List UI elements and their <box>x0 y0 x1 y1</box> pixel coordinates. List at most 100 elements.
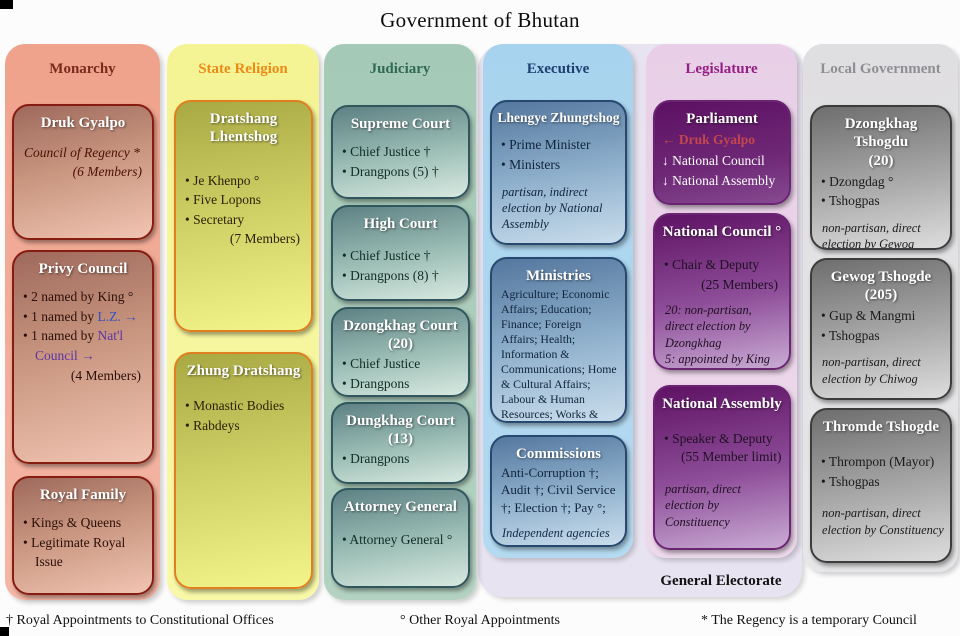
box-supreme-court: Supreme Court Chief Justice † Drangpons … <box>331 105 470 199</box>
list-item: Tshogpas <box>821 472 946 492</box>
list-item: Drangpons (5) † <box>342 162 464 182</box>
text: 20: non-partisan, direct election by Dzo… <box>665 302 752 350</box>
election-note: 20: non-partisan, direct election by Dzo… <box>655 293 789 368</box>
box-title: Dungkhag Court <box>346 413 455 429</box>
zhung-list: Monastic Bodies Rabdeys <box>176 396 311 435</box>
dratshang-list: Je Khenpo ° Five Lopons Secretary <box>176 171 311 230</box>
thromde-tshogde-list: Thrompon (Mayor) Tshogpas <box>812 452 950 491</box>
column-local-government-label: Local Government <box>820 61 941 77</box>
box-title: Dzongkhag Tshogdu <box>844 116 918 151</box>
list-item: Chair & Deputy <box>664 255 785 275</box>
dungkhag-court-list: Drangpons <box>333 449 468 469</box>
box-attorney-general: Attorney General Attorney General ° <box>331 488 470 588</box>
box-title: Druk Gyalpo <box>40 115 126 131</box>
text: 5: appointed by King <box>665 351 770 366</box>
seat-count: (205) <box>864 287 898 304</box>
box-druk-gyalpo: Druk Gyalpo Council of Regency * (6 Memb… <box>12 104 154 240</box>
members-count: (7 Members) <box>229 231 300 247</box>
list-item: Gup & Mangmi <box>821 306 946 326</box>
druk-gyalpo-note: Council of Regency * (6 Members) <box>14 132 152 182</box>
box-gewog-tshogde: Gewog Tshogde (205) Gup & Mangmi Tshogpa… <box>810 258 952 400</box>
independent-agencies-note: Independent agencies <box>502 525 610 540</box>
box-dungkhag-court: Dungkhag Court (13) Drangpons <box>331 402 470 484</box>
list-item: Prime Minister <box>501 135 621 155</box>
gewog-tshogde-list: Gup & Mangmi Tshogpas <box>812 306 950 345</box>
box-title: Gewog Tshogde <box>830 269 932 285</box>
column-executive: Executive Lhengye Zhungtshog Prime Minis… <box>483 44 633 558</box>
court-count: (13) <box>388 431 413 448</box>
court-count: (20) <box>388 336 413 353</box>
box-title: Supreme Court <box>350 116 451 132</box>
election-note: non-partisan, direct election by Constit… <box>822 506 944 537</box>
national-assembly-list: Speaker & Deputy <box>655 429 789 449</box>
arrow-right-icon: → <box>77 347 95 363</box>
list-item: Legitimate Royal Issue <box>23 533 148 572</box>
commissions-text: Anti-Corruption †; Audit †; Civil Servic… <box>501 465 616 515</box>
page-title: Government of Bhutan <box>380 8 580 32</box>
box-title: Dzongkhag Court <box>343 318 458 334</box>
box-title: Zhung Dratshang <box>186 363 301 379</box>
box-title: Thromde Tshogde <box>822 419 939 435</box>
seat-count: (20) <box>868 152 894 169</box>
box-title: National Council ° <box>662 224 782 240</box>
list-item: Five Lopons <box>185 190 307 210</box>
box-thromde-tshogde: Thromde Tshogde Thrompon (Mayor) Tshogpa… <box>810 408 952 563</box>
list-item: Chief Justice † <box>342 142 464 162</box>
text: National Council <box>672 152 765 168</box>
list-item: 2 named by King ° <box>23 287 148 307</box>
members-count: (25 Members) <box>701 276 778 292</box>
list-item: Tshogpas <box>821 326 946 346</box>
column-legislature-label: Legislature <box>685 61 758 77</box>
arrow-down-icon: ↓ <box>662 152 669 168</box>
member-limit: (55 Member limit) <box>681 448 782 464</box>
election-note: partisan, indirect election by National … <box>502 184 603 232</box>
list-item: Chief Justice † <box>342 246 464 266</box>
box-title: Lhengye Zhungtshog <box>497 110 620 125</box>
list-item: Drangpons <box>342 374 464 394</box>
box-title: Commissions <box>515 446 601 462</box>
list-item: 1 named by L.Z. → <box>23 307 148 327</box>
box-commissions: Commissions Anti-Corruption †; Audit †; … <box>490 435 627 547</box>
list-item: Kings & Queens <box>23 513 148 533</box>
box-parliament: Parliament ← Druk Gyalpo ↓ National Coun… <box>653 100 791 205</box>
scan-artifact-top-left <box>0 0 13 9</box>
natl-council-reference: Nat'l Council <box>35 328 124 363</box>
list-item: Dzongdag ° <box>821 172 946 192</box>
ministries-text: Agriculture; Economic Affairs; Education… <box>501 287 617 422</box>
list-item: Speaker & Deputy <box>664 429 785 449</box>
list-item: Tshogpas <box>821 191 946 211</box>
column-state-religion: State Religion Dratshang Lhentshog Je Kh… <box>167 44 319 600</box>
text: Druk Gyalpo <box>678 132 756 148</box>
box-national-assembly: National Assembly Speaker & Deputy (55 M… <box>653 385 791 550</box>
box-royal-family: Royal Family Kings & Queens Legitimate R… <box>12 476 154 595</box>
lz-reference: L.Z. <box>97 308 121 324</box>
list-item: 1 named by Nat'l Council → <box>23 326 148 365</box>
column-legislature: Legislature Parliament ← Druk Gyalpo ↓ N… <box>646 44 797 558</box>
box-privy-council: Privy Council 2 named by King ° 1 named … <box>12 250 154 464</box>
list-item: Rabdeys <box>185 416 307 436</box>
box-national-council: National Council ° Chair & Deputy (25 Me… <box>653 213 791 370</box>
box-dzongkhag-tshogdu: Dzongkhag Tshogdu (20) Dzongdag ° Tshogp… <box>810 105 952 250</box>
high-court-list: Chief Justice † Drangpons (8) † <box>333 246 468 285</box>
box-dzongkhag-court: Dzongkhag Court (20) Chief Justice Drang… <box>331 307 470 397</box>
list-item: Drangpons <box>342 449 464 469</box>
dzongkhag-court-list: Chief Justice Drangpons <box>333 354 468 393</box>
column-monarchy-label: Monarchy <box>49 61 116 77</box>
column-judiciary: Judiciary Supreme Court Chief Justice † … <box>324 44 476 600</box>
text: 1 named by <box>31 328 98 344</box>
privy-council-list: 2 named by King ° 1 named by L.Z. → 1 na… <box>14 287 152 365</box>
column-judiciary-label: Judiciary <box>369 61 431 77</box>
list-item: Chief Justice <box>342 354 464 374</box>
general-electorate-label: General Electorate <box>660 573 782 589</box>
parliament-national-assembly: ↓ National Assembly <box>655 171 789 191</box>
column-state-religion-label: State Religion <box>198 61 288 77</box>
footnote-dagger: † Royal Appointments to Constitutional O… <box>6 613 274 628</box>
arrow-down-icon: ↓ <box>662 172 669 188</box>
box-high-court: High Court Chief Justice † Drangpons (8)… <box>331 205 470 301</box>
footnote-ring: ° Other Royal Appointments <box>400 613 560 628</box>
parliament-druk-gyalpo: ← Druk Gyalpo <box>655 130 789 150</box>
box-title: National Assembly <box>662 396 782 412</box>
election-note: non-partisan, direct election by Gewog <box>822 220 921 250</box>
text: National Assembly <box>672 172 776 188</box>
list-item: Drangpons (8) † <box>342 266 464 286</box>
